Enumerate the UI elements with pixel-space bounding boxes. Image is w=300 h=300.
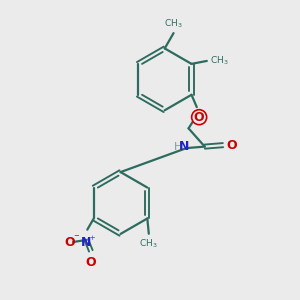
Text: O: O xyxy=(64,236,75,248)
Text: N: N xyxy=(81,236,92,249)
Text: CH$_3$: CH$_3$ xyxy=(210,55,229,67)
Text: O: O xyxy=(226,139,237,152)
Text: O: O xyxy=(194,111,205,124)
Text: O: O xyxy=(85,256,96,268)
Text: CH$_3$: CH$_3$ xyxy=(140,237,158,250)
Text: N: N xyxy=(179,140,189,153)
Text: H: H xyxy=(173,142,182,152)
Text: CH$_3$: CH$_3$ xyxy=(164,17,183,30)
Text: $^+$: $^+$ xyxy=(88,235,97,245)
Text: $^-$: $^-$ xyxy=(73,233,81,243)
